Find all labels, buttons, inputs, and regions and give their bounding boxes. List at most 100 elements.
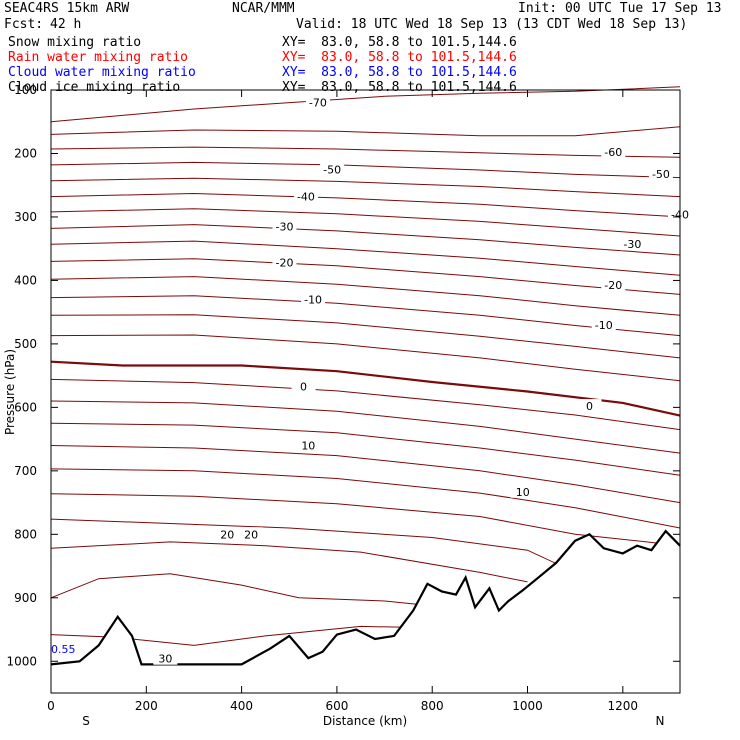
legend-cloud-ice-label: Cloud ice mixing ratio	[8, 80, 181, 95]
contour-line	[50, 258, 681, 295]
header-init: Init: 00 UTC Tue 17 Sep 13	[518, 1, 722, 16]
y-tick-label: 700	[14, 464, 37, 478]
contour-line	[50, 493, 681, 547]
contour-line	[50, 240, 681, 276]
contour-line	[50, 468, 681, 529]
x-tick-label: 200	[135, 699, 158, 713]
contour-label: -10	[595, 319, 613, 332]
y-tick-label: 300	[14, 210, 37, 224]
contour-label-bg	[153, 651, 178, 665]
contour-label: -20	[276, 257, 294, 270]
contour-line	[50, 541, 528, 583]
contour-label: -30	[623, 238, 641, 251]
legend-snow-label: Snow mixing ratio	[8, 35, 142, 50]
contour-label-bg	[320, 162, 345, 176]
contour-label-bg	[272, 219, 297, 233]
legend-rain-xy: XY= 83.0, 58.8 to 101.5,144.6	[282, 50, 517, 65]
contour-labels: -70-60-50 -50-40-40-30-30-20-20-10-100010…	[153, 95, 692, 666]
x-tick-label: 1000	[512, 699, 543, 713]
contour-label: 20	[244, 528, 258, 541]
contour-label: 0	[300, 380, 307, 393]
y-tick-label: 800	[14, 527, 37, 541]
contour-label-bg	[577, 399, 602, 413]
contour-label-bg	[601, 277, 626, 291]
legend-cloud-water-label: Cloud water mixing ratio	[8, 65, 196, 80]
x-tick-label: 400	[230, 699, 253, 713]
header-model: SEAC4RS 15km ARW	[4, 1, 130, 16]
y-tick-label: 600	[14, 400, 37, 414]
contour-label: -60	[604, 146, 622, 159]
contour-line	[50, 161, 681, 179]
contour-line	[50, 378, 681, 431]
x-tick-label: 1200	[608, 699, 639, 713]
y-tick-label: 100	[14, 83, 37, 97]
contour-line	[50, 276, 681, 316]
legend-snow-xy: XY= 83.0, 58.8 to 101.5,144.6	[282, 35, 517, 50]
contour-label: -20	[604, 279, 622, 292]
contour-label-bg	[601, 145, 626, 159]
header-valid: Valid: 18 UTC Wed 18 Sep 13 (13 CDT Wed …	[296, 17, 688, 32]
temperature-contours	[50, 86, 681, 693]
contour-line	[50, 445, 681, 504]
contour-label-bg	[215, 527, 240, 541]
contour-label: -40	[297, 191, 315, 204]
y-tick-label: 400	[14, 273, 37, 287]
contour-line	[50, 400, 681, 454]
x-tick-label: 0	[47, 699, 55, 713]
contour-label: 30	[158, 653, 172, 666]
legend-cloud-ice-xy: XY= 83.0, 58.8 to 101.5,144.6	[282, 80, 517, 95]
contour-label: -70	[309, 97, 327, 110]
contour-line	[50, 625, 457, 646]
contour-label: 10	[301, 439, 315, 452]
contour-label: 20	[220, 528, 234, 541]
terrain-fill	[51, 531, 680, 693]
y-tick-label: 900	[14, 591, 37, 605]
x-axis-title: Distance (km)	[323, 714, 407, 728]
terrain-line	[50, 529, 681, 666]
contour-label-bg	[296, 438, 321, 452]
contour-line	[50, 208, 681, 237]
contour-line	[50, 314, 681, 359]
x-tick-label: 800	[421, 699, 444, 713]
contour-label-bg	[648, 166, 673, 180]
contour-line	[50, 422, 681, 476]
contour-line	[50, 86, 681, 123]
contour-label: 10	[516, 486, 530, 499]
header-fcst-value: 42 h	[50, 17, 82, 32]
contour-label: -50	[323, 163, 341, 176]
plot-frame	[50, 89, 681, 694]
contour-label-bg	[293, 189, 318, 203]
contour-label: -30	[276, 220, 294, 233]
contour-label-bg	[510, 484, 535, 498]
contour-label-bg	[301, 292, 326, 306]
contour-label-bg	[591, 317, 616, 331]
contour-label-bg	[272, 255, 297, 269]
contour-label: 0	[586, 400, 593, 413]
left-edge-label: 0.55	[51, 643, 76, 656]
y-tick-label: 500	[14, 337, 37, 351]
contour-label: -50	[652, 168, 670, 181]
contour-label-bg	[620, 237, 645, 251]
contour-line	[50, 146, 681, 158]
legend-cloud-water-xy: XY= 83.0, 58.8 to 101.5,144.6	[282, 65, 517, 80]
x-end-label-left: S	[82, 714, 90, 728]
contour-line	[50, 360, 681, 417]
x-axis: 0 200 400 600 800 1000 1200	[47, 90, 638, 713]
contour-line	[50, 126, 681, 137]
contour-line	[50, 295, 681, 337]
contour-line	[50, 177, 681, 198]
contour-label-bg	[291, 379, 316, 393]
y-tick-label: 1000	[6, 654, 37, 668]
legend-rain-label: Rain water mixing ratio	[8, 50, 189, 65]
contour-line	[50, 224, 681, 256]
x-tick-label: 600	[325, 699, 348, 713]
contour-label: -10	[304, 293, 322, 306]
contour-label-bg	[239, 527, 264, 541]
x-end-label-right: N	[656, 714, 665, 728]
contour-line	[50, 334, 681, 382]
y-axis-title: Pressure (hPa)	[3, 349, 17, 435]
y-tick-label: 200	[14, 146, 37, 160]
header-center: NCAR/MMM	[232, 1, 295, 16]
